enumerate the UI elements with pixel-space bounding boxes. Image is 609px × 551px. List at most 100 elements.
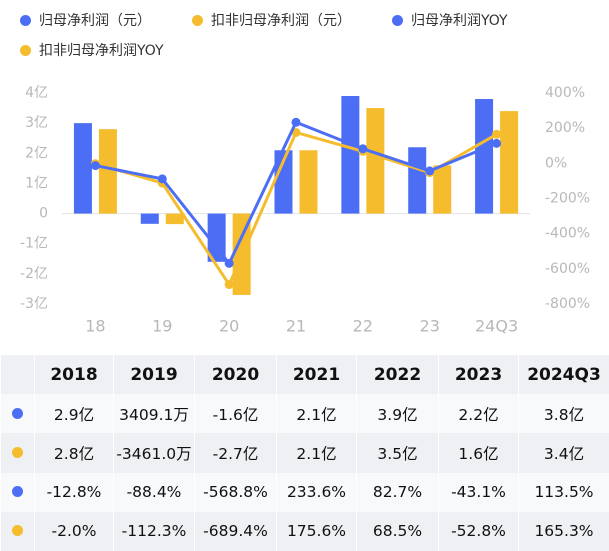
line-point — [358, 144, 368, 154]
legend-dot-icon — [20, 44, 31, 56]
data-table: 2018 2019 2020 2021 2022 2023 2024Q3 2.9… — [0, 355, 609, 551]
line-point — [224, 258, 234, 268]
bar-deducted-net-profit — [98, 129, 117, 214]
series-dot-icon — [12, 446, 23, 458]
table-header-cell: 2023 — [438, 355, 519, 394]
legend-item-deducted-net-profit-yoy: 扣非归母净利润YOY — [20, 40, 164, 60]
line-point — [492, 138, 502, 148]
table-cell: 113.5% — [518, 472, 609, 512]
table-row: 2.9亿 3409.1万 -1.6亿 2.1亿 3.9亿 2.2亿 3.8亿 — [0, 394, 609, 434]
x-axis-tick-label: 23 — [420, 317, 440, 336]
y-axis-tick-label: 1亿 — [25, 175, 48, 191]
bar-deducted-net-profit — [500, 111, 519, 214]
bar-deducted-net-profit — [299, 150, 318, 214]
table-cell: 3.9亿 — [356, 394, 439, 434]
legend-item-deducted-net-profit: 扣非归母净利润（元） — [192, 10, 351, 30]
combo-chart: 4亿 3亿 2亿 1亿 0 -1亿 -2亿 -3亿 400% 200% 0% -200% -400% -6… — [20, 85, 590, 336]
y-axis-tick-label: 3亿 — [25, 115, 48, 131]
table-cell: 165.3% — [518, 511, 609, 551]
legend-label: 归母净利润YOY — [411, 13, 508, 29]
y-axis-tick-label: 4亿 — [25, 85, 48, 101]
y2-axis-tick-label: -400% — [545, 226, 590, 242]
y-axis-tick-label: -2亿 — [20, 266, 48, 282]
table-cell: 175.6% — [276, 511, 357, 551]
table-row: 2.8亿 -3461.0万 -2.7亿 2.1亿 3.5亿 1.6亿 3.4亿 — [0, 433, 609, 473]
series-dot-icon — [12, 525, 23, 537]
table-cell: -1.6亿 — [194, 394, 277, 434]
line-point — [157, 174, 167, 184]
table-cell: -88.4% — [113, 472, 195, 512]
y-axis-tick-label: 0 — [39, 206, 48, 222]
table-cell: -2.7亿 — [194, 433, 277, 473]
y2-axis-tick-label: -800% — [545, 296, 590, 312]
x-axis-tick-label: 22 — [353, 317, 373, 336]
line-point — [224, 280, 234, 290]
x-axis-tick-label: 19 — [152, 317, 172, 336]
series-dot-icon — [12, 486, 23, 498]
bar-net-profit — [73, 123, 92, 214]
y-axis-tick-label: -1亿 — [20, 236, 48, 252]
bar-net-profit — [475, 99, 494, 214]
line-point — [291, 117, 301, 127]
legend-label: 归母净利润（元） — [39, 13, 151, 29]
legend-dot-icon — [20, 14, 31, 26]
table-cell: -12.8% — [34, 472, 114, 512]
table-cell: 2.8亿 — [34, 433, 114, 473]
table-header-row: 2018 2019 2020 2021 2022 2023 2024Q3 — [0, 355, 609, 394]
table-header-cell: 2024Q3 — [518, 355, 609, 394]
y2-axis-tick-label: -600% — [545, 261, 590, 277]
y2-axis-tick-label: 400% — [545, 85, 585, 101]
table-cell: -2.0% — [34, 511, 114, 551]
table-cell: -52.8% — [438, 511, 519, 551]
table-cell: -689.4% — [194, 511, 277, 551]
legend-label: 扣非归母净利润（元） — [211, 13, 351, 29]
bar-deducted-net-profit — [366, 108, 385, 214]
y2-axis-tick-label: 0% — [545, 155, 567, 171]
bar-net-profit — [341, 96, 360, 214]
line-point — [425, 166, 435, 176]
table-cell: 2.9亿 — [34, 394, 114, 434]
table-cell: 3.8亿 — [518, 394, 609, 434]
table-cell: 2.1亿 — [276, 433, 357, 473]
y-axis-tick-label: -3亿 — [20, 296, 48, 312]
table-cell: -568.8% — [194, 472, 277, 512]
table-header-cell: 2021 — [276, 355, 357, 394]
bar-net-profit — [274, 150, 293, 214]
bar-net-profit — [408, 147, 427, 214]
legend-dot-icon — [192, 14, 203, 26]
legend-label: 扣非归母净利润YOY — [39, 43, 164, 59]
table-cell: 233.6% — [276, 472, 357, 512]
table-cell: 82.7% — [356, 472, 439, 512]
table-cell: 2.1亿 — [276, 394, 357, 434]
legend-item-net-profit: 归母净利润（元） — [20, 10, 151, 30]
table-row: -12.8% -88.4% -568.8% 233.6% 82.7% -43.1… — [0, 472, 609, 512]
table-cell: 1.6亿 — [438, 433, 519, 473]
series-dot-icon — [12, 407, 23, 419]
row-marker-cell — [0, 511, 35, 551]
table-cell: 68.5% — [356, 511, 439, 551]
row-marker-cell — [0, 472, 35, 512]
table-cell: -43.1% — [438, 472, 519, 512]
bar-deducted-net-profit — [433, 165, 452, 214]
x-axis-tick-label: 20 — [219, 317, 239, 336]
row-marker-cell — [0, 433, 35, 473]
table-cell: -3461.0万 — [113, 433, 195, 473]
x-axis-tick-label: 18 — [85, 317, 105, 336]
table-header-cell: 2019 — [113, 355, 195, 394]
y2-axis-tick-label: 200% — [545, 120, 585, 136]
table-header-cell — [0, 355, 35, 394]
row-marker-cell — [0, 394, 35, 434]
table-header-cell: 2018 — [34, 355, 114, 394]
bar-deducted-net-profit — [165, 213, 184, 225]
table-cell: -112.3% — [113, 511, 195, 551]
y2-axis-tick-label: -200% — [545, 191, 590, 207]
line-point — [90, 161, 100, 171]
x-axis-tick-label: 21 — [286, 317, 306, 336]
bar-net-profit — [207, 213, 226, 262]
x-axis-tick-label: 24Q3 — [475, 317, 518, 336]
table-cell: 3409.1万 — [113, 394, 195, 434]
y-axis-tick-label: 2亿 — [25, 145, 48, 161]
table-cell: 2.2亿 — [438, 394, 519, 434]
line-point — [492, 129, 502, 139]
table-row: -2.0% -112.3% -689.4% 175.6% 68.5% -52.8… — [0, 511, 609, 551]
